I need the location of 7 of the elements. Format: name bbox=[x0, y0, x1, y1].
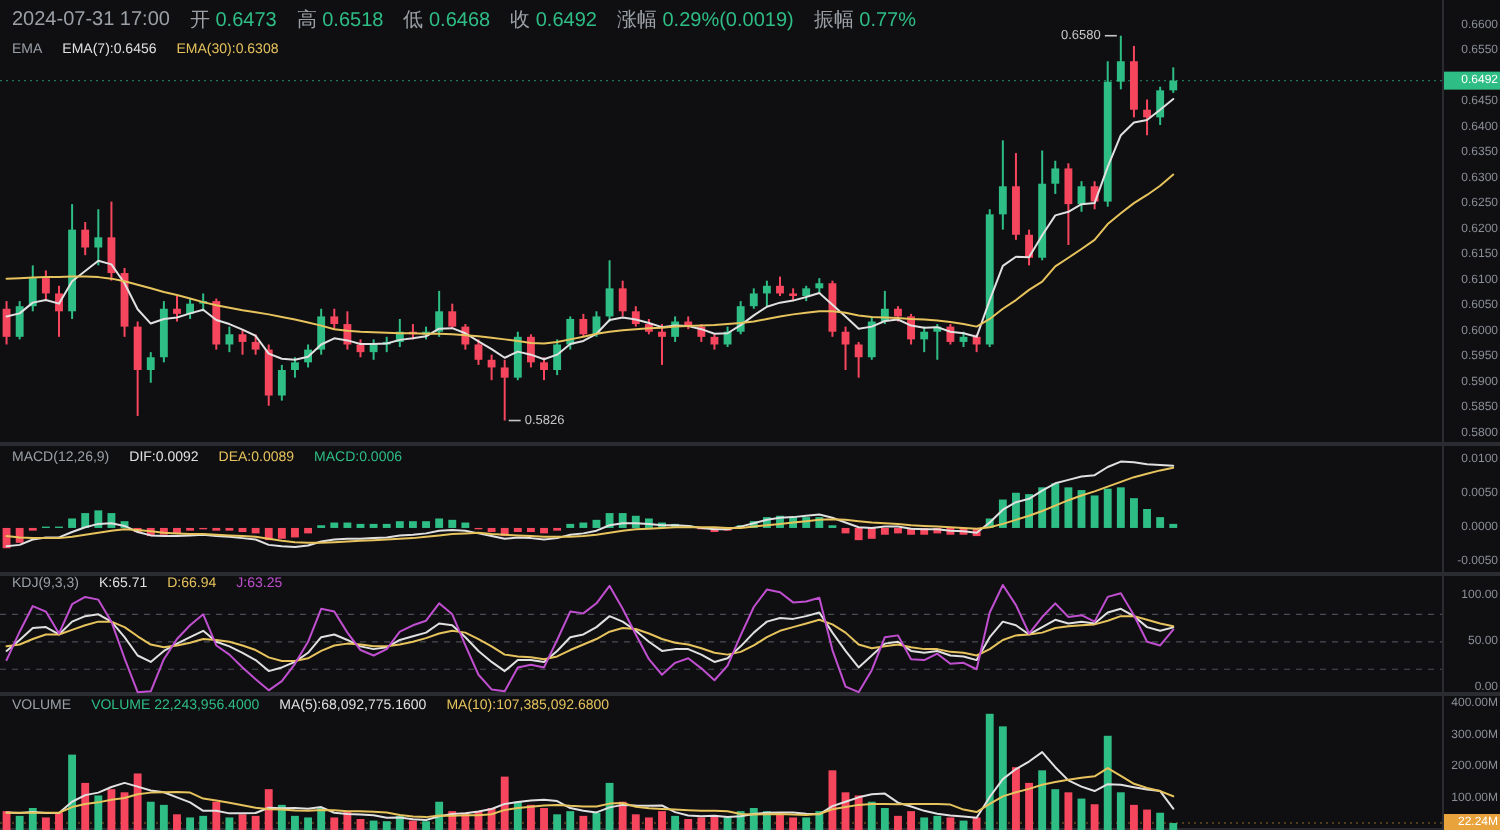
annotation: 涨幅 0.29%(0.0019) bbox=[616, 7, 794, 31]
annotation: 低 0.6468 bbox=[403, 9, 492, 31]
annotation: 振幅 0.77% bbox=[813, 7, 917, 31]
chart-title: 2024-07-31 17:00 bbox=[12, 9, 171, 31]
annotation: 高 0.6518 bbox=[296, 7, 385, 31]
annotation: 开 0.6473 bbox=[189, 9, 278, 31]
annotation: 收 0.6492 bbox=[510, 9, 598, 31]
